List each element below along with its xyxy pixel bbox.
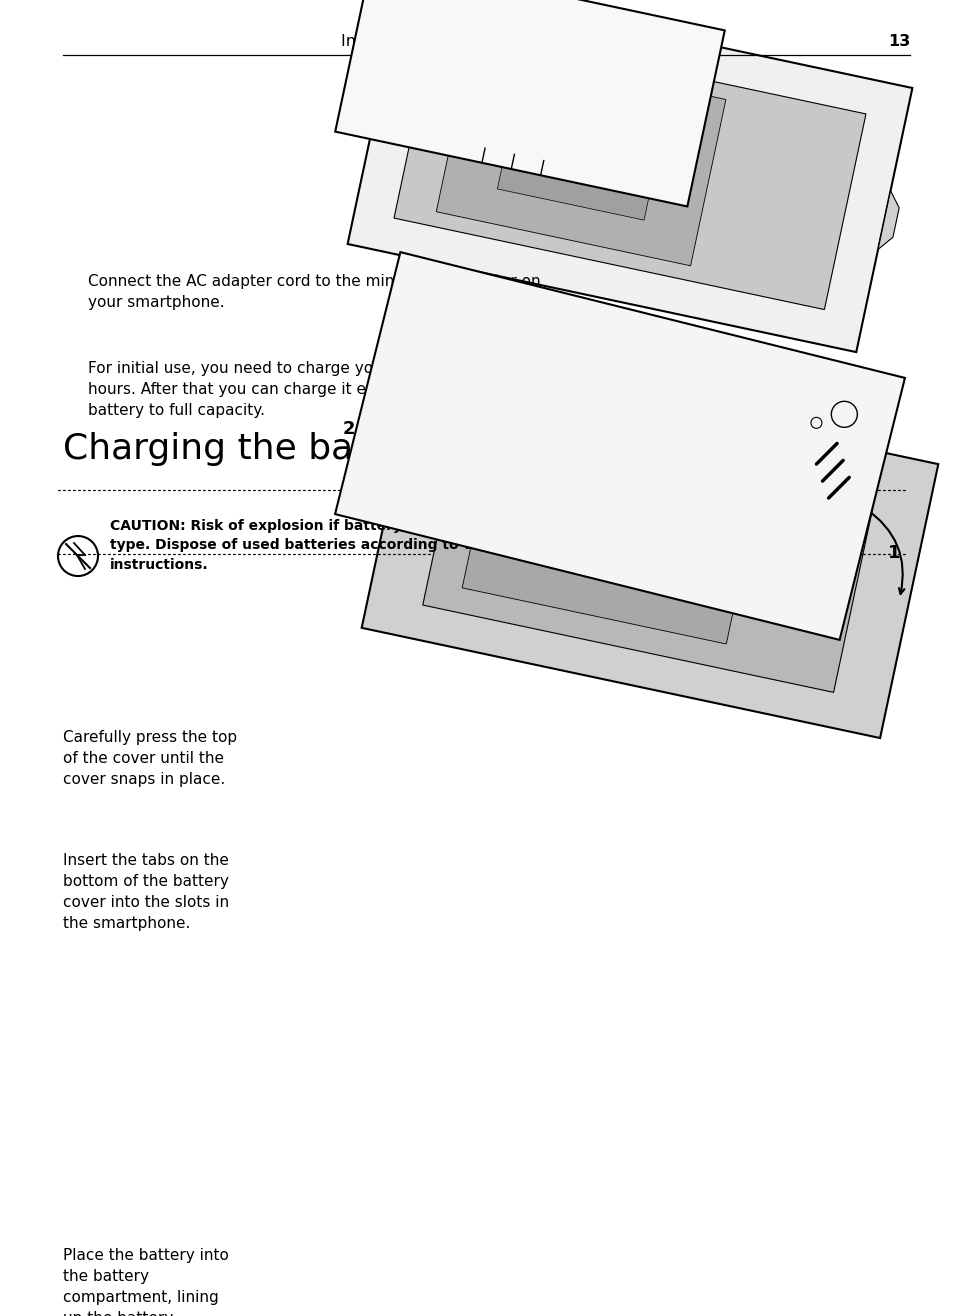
Polygon shape [877,191,899,250]
Polygon shape [497,91,664,220]
Text: Place the battery into
the battery
compartment, lining
up the battery
connectors: Place the battery into the battery compa… [63,1248,233,1316]
Polygon shape [549,492,671,583]
Text: 1: 1 [886,544,899,562]
Text: For initial use, you need to charge your smartphone for eight
hours. After that : For initial use, you need to charge your… [88,361,556,417]
Text: 2: 2 [342,420,355,438]
Polygon shape [461,432,759,644]
Polygon shape [361,354,938,738]
Text: Charging the battery: Charging the battery [63,432,439,466]
Text: Carefully press the top
of the cover until the
cover snaps in place.: Carefully press the top of the cover unt… [63,730,237,787]
Polygon shape [335,0,724,207]
Polygon shape [422,400,877,692]
Text: Installing or removing the battery: Installing or removing the battery [341,34,612,49]
Polygon shape [394,22,865,309]
Polygon shape [436,46,725,266]
Text: Connect the AC adapter cord to the mini USB connector on
your smartphone.: Connect the AC adapter cord to the mini … [88,274,540,309]
Text: 13: 13 [887,34,909,49]
Text: CAUTION: Risk of explosion if battery is replaced by an iccorrect
type. Dispose : CAUTION: Risk of explosion if battery is… [110,519,615,571]
Text: Insert the tabs on the
bottom of the battery
cover into the slots in
the smartph: Insert the tabs on the bottom of the bat… [63,853,229,930]
Polygon shape [347,0,911,353]
Polygon shape [335,253,904,640]
